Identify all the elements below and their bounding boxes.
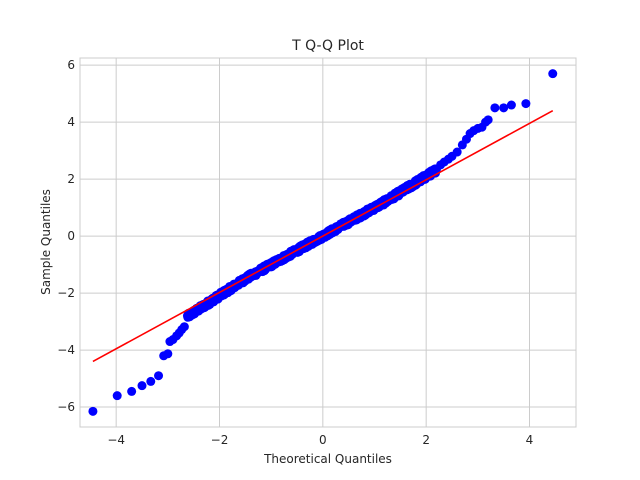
qq-point (452, 147, 462, 157)
y-tick-labels: −6 −4 −2 0 2 4 6 (57, 58, 75, 414)
x-tick-label: −2 (211, 433, 229, 447)
chart-title: T Q-Q Plot (291, 38, 364, 54)
qq-point (163, 349, 173, 359)
qq-point (127, 386, 137, 396)
qq-point (483, 115, 493, 125)
reference-line-segment (92, 110, 554, 363)
plot-frame (79, 57, 577, 428)
qq-point (548, 69, 558, 79)
qq-point (137, 381, 147, 391)
y-tick-label: −4 (57, 343, 75, 357)
qq-point (506, 100, 516, 110)
x-tick-label: 0 (319, 433, 327, 447)
qq-point (521, 99, 531, 109)
qq-point (154, 371, 164, 381)
y-tick-label: 4 (67, 115, 75, 129)
y-tick-label: 6 (67, 58, 75, 72)
y-tick-label: 0 (67, 229, 75, 243)
y-tick-label: 2 (67, 172, 75, 186)
qq-point (499, 103, 509, 113)
plot-area (80, 58, 576, 427)
qq-point (88, 406, 98, 416)
reference-line (92, 110, 554, 363)
x-tick-labels: −4 −2 0 2 4 (107, 433, 533, 447)
qq-point (490, 103, 500, 113)
y-tick-label: −6 (57, 400, 75, 414)
y-tick-label: −2 (57, 286, 75, 300)
x-tick-label: 4 (526, 433, 534, 447)
x-tick-label: 2 (422, 433, 430, 447)
y-axis-label: Sample Quantiles (39, 189, 53, 295)
x-axis-label: Theoretical Quantiles (263, 452, 392, 466)
qq-point (146, 376, 156, 386)
x-tick-label: −4 (107, 433, 125, 447)
qq-point (112, 391, 122, 401)
qq-point (179, 322, 189, 332)
data-points (88, 69, 558, 416)
